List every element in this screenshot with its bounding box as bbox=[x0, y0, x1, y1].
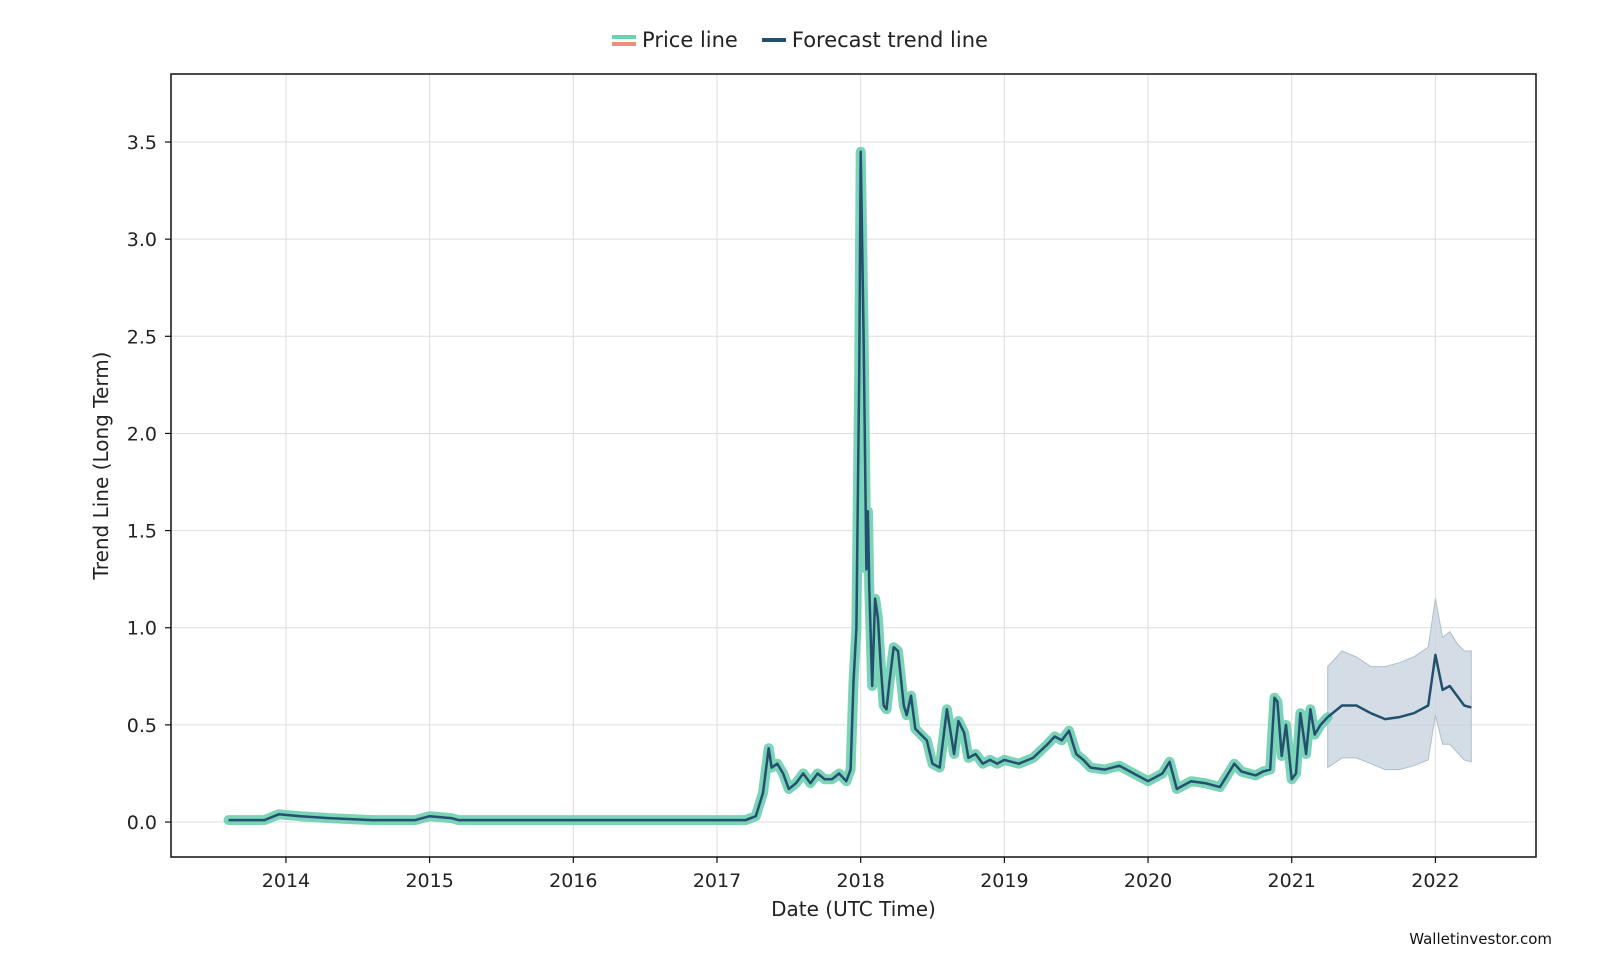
watermark-text: Walletinvestor.com bbox=[1409, 930, 1552, 948]
x-axis-label: Date (UTC Time) bbox=[771, 897, 936, 921]
x-tick-label: 2020 bbox=[1124, 870, 1172, 892]
y-tick-label: 2.5 bbox=[127, 326, 157, 348]
plot-frame bbox=[170, 73, 1537, 858]
x-tick-label: 2016 bbox=[549, 870, 597, 892]
legend-item-price: Price line bbox=[612, 28, 738, 52]
y-tick-label: 1.5 bbox=[127, 521, 157, 543]
y-tick-label: 0.0 bbox=[127, 812, 157, 834]
forecast-trend-line bbox=[1326, 653, 1472, 721]
x-tick-label: 2017 bbox=[693, 870, 741, 892]
forecast-line-swatch-icon bbox=[761, 38, 786, 42]
x-tick-label: 2019 bbox=[980, 870, 1028, 892]
y-tick-label: 3.0 bbox=[127, 229, 157, 251]
chart-legend: Price line Forecast trend line bbox=[0, 28, 1600, 52]
y-tick-label: 1.0 bbox=[127, 618, 157, 640]
x-tick-label: 2018 bbox=[837, 870, 885, 892]
price-line-swatch-icon bbox=[612, 34, 637, 47]
historical-trend-line bbox=[228, 150, 1329, 822]
legend-item-forecast: Forecast trend line bbox=[761, 28, 988, 52]
line-layer bbox=[223, 146, 1472, 826]
y-tick-label: 2.0 bbox=[127, 423, 157, 445]
y-tick-label: 0.5 bbox=[127, 715, 157, 737]
confidence-band-layer bbox=[1327, 598, 1472, 771]
x-tick-label: 2014 bbox=[262, 870, 310, 892]
tick-layer: 2014 2015 2016 2017 2018 2019 2020 2021 2022 0.0 0… bbox=[127, 132, 1460, 892]
legend-label-price: Price line bbox=[642, 28, 738, 52]
x-tick-label: 2022 bbox=[1411, 870, 1459, 892]
price-line bbox=[223, 146, 1333, 826]
x-tick-label: 2015 bbox=[405, 870, 453, 892]
x-tick-label: 2021 bbox=[1268, 870, 1316, 892]
y-tick-label: 3.5 bbox=[127, 132, 157, 154]
legend-label-forecast: Forecast trend line bbox=[791, 28, 988, 52]
y-axis-label: Trend Line (Long Term) bbox=[89, 352, 113, 581]
forecast-confidence-band bbox=[1327, 598, 1472, 771]
